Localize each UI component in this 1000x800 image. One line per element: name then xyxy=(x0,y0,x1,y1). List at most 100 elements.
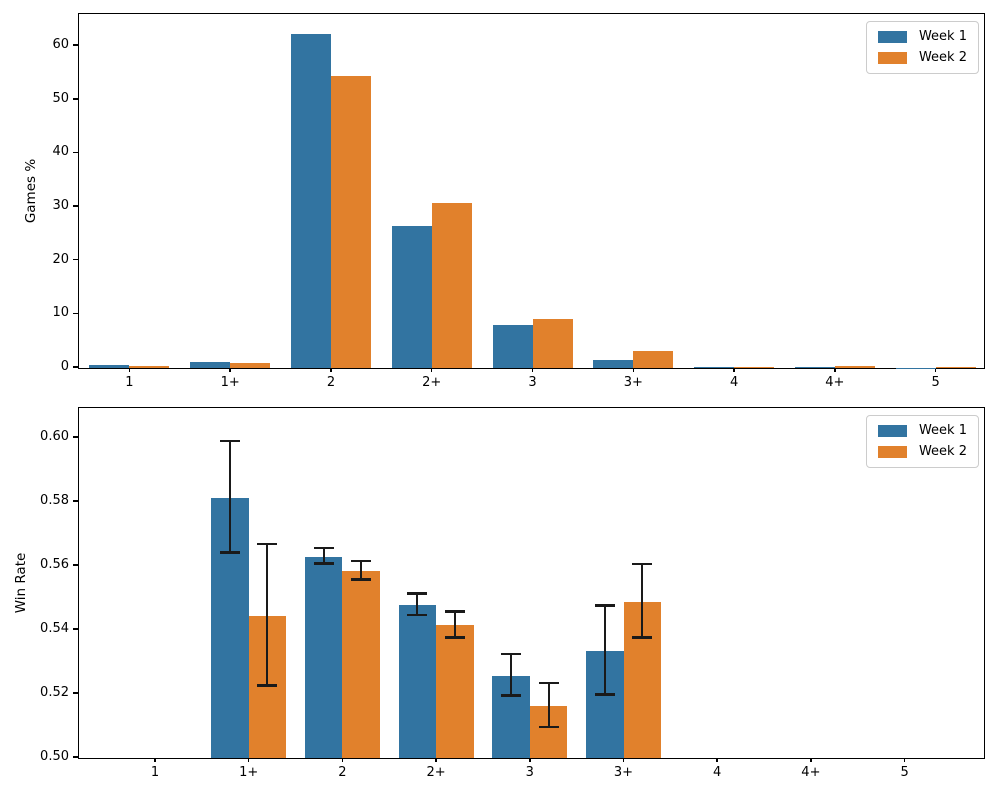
error-bar-cap xyxy=(351,559,372,563)
y-tick-label: 0 xyxy=(60,359,69,374)
bar-week1-3 xyxy=(492,325,533,368)
bar-week2-1 xyxy=(129,365,170,368)
bar-week1-1+ xyxy=(190,362,231,368)
error-bar xyxy=(360,561,363,580)
error-bar xyxy=(322,548,325,564)
x-tick xyxy=(834,368,836,372)
x-tick-label: 1 xyxy=(125,375,134,390)
error-bar-cap xyxy=(594,693,615,696)
error-bar-cap xyxy=(444,636,465,639)
y-tick xyxy=(72,151,78,154)
y-tick-label: 20 xyxy=(52,251,69,267)
legend-swatch-icon xyxy=(877,31,907,43)
bar-week2-2 xyxy=(330,75,371,368)
error-bar xyxy=(416,593,419,616)
x-tick xyxy=(531,368,534,372)
legend-label: Week 1 xyxy=(918,29,967,44)
y-tick-label: 0.56 xyxy=(40,556,69,572)
legend-label: Week 2 xyxy=(918,444,967,459)
bar-week2-5 xyxy=(935,367,976,368)
x-tick xyxy=(934,368,937,372)
y-tick-label: 10 xyxy=(52,305,69,321)
y-tick xyxy=(72,436,78,438)
x-tick xyxy=(622,758,625,762)
error-bar xyxy=(547,683,550,728)
y-tick xyxy=(72,44,78,46)
error-bar xyxy=(510,653,513,696)
bar-week2-4 xyxy=(734,367,775,368)
y-tick xyxy=(72,756,78,758)
legend-swatch-icon xyxy=(877,446,907,458)
y-tick xyxy=(72,366,78,368)
x-tick-label: 2 xyxy=(338,765,347,780)
y-tick-label: 0.54 xyxy=(40,620,69,636)
error-bar-cap xyxy=(538,725,559,729)
error-bar-cap xyxy=(594,604,615,607)
y-tick xyxy=(72,692,78,694)
x-tick-label: 1+ xyxy=(220,375,240,390)
error-bar-cap xyxy=(407,592,428,595)
legend-row: Week 2 xyxy=(877,444,967,459)
bar-week1-2 xyxy=(290,34,331,368)
x-tick-label: 1 xyxy=(150,765,160,780)
error-bar-cap xyxy=(501,652,522,656)
y-tick-label: 50 xyxy=(52,90,69,106)
legend: Week 1 Week 2 xyxy=(865,21,979,74)
error-bar-cap xyxy=(313,562,334,565)
x-tick-label: 2+ xyxy=(426,765,446,780)
error-bar xyxy=(453,611,456,638)
bar-week1-4 xyxy=(694,366,735,368)
x-tick xyxy=(154,758,156,762)
y-tick xyxy=(72,98,78,100)
x-tick xyxy=(341,758,344,762)
error-bar-cap xyxy=(257,542,278,546)
bar-week2-1+ xyxy=(230,363,271,368)
y-axis-label-win-rate: Win Rate xyxy=(13,552,29,614)
x-tick xyxy=(632,368,635,372)
x-tick-label: 2+ xyxy=(422,375,442,390)
y-tick xyxy=(72,205,78,207)
x-tick xyxy=(733,368,735,372)
x-tick xyxy=(435,758,437,762)
y-tick xyxy=(72,258,78,261)
x-tick-label: 4+ xyxy=(801,765,821,780)
games-pct-plot-area: 0 10 20 30 40 50 60 1 1+ 2 2+ 3 3+ 4 4+ 5 Week 1 Week 2 xyxy=(52,13,985,390)
bar-week2-2 xyxy=(342,571,380,758)
y-tick xyxy=(72,628,78,630)
x-tick-label: 3 xyxy=(525,765,534,780)
bar-week1-4+ xyxy=(794,366,835,368)
bar-week1-2 xyxy=(304,556,343,758)
bar-week2-3 xyxy=(532,318,573,368)
x-tick xyxy=(430,368,433,372)
x-tick xyxy=(247,758,250,762)
error-bar-cap xyxy=(501,694,522,697)
x-tick-label: 5 xyxy=(931,375,940,390)
legend-swatch-icon xyxy=(877,425,907,437)
error-bar-cap xyxy=(538,681,559,685)
bar-week2-3+ xyxy=(633,350,674,368)
bar-week1-3+ xyxy=(593,359,634,368)
error-bar-cap xyxy=(407,613,428,617)
legend-row: Week 2 xyxy=(877,51,967,65)
x-tick-label: 4 xyxy=(729,375,739,390)
error-bar-cap xyxy=(444,610,465,613)
bar-week1-2+ xyxy=(398,605,437,758)
error-bar-cap xyxy=(632,562,653,566)
x-tick-label: 3+ xyxy=(613,765,634,780)
y-axis-label-games-pct: Games % xyxy=(23,158,39,224)
error-bar-cap xyxy=(219,439,240,443)
y-tick xyxy=(72,312,78,315)
legend-row: Week 1 xyxy=(877,423,967,438)
legend-label: Week 1 xyxy=(918,423,967,438)
error-bar xyxy=(266,544,269,686)
x-tick-label: 3 xyxy=(528,375,537,390)
win-rate-plot-area: 0.50 0.52 0.54 0.56 0.58 0.60 1 1+ 2 2+ 3 3+ 4 4+ 5 Wee… xyxy=(40,407,985,780)
legend: Week 1 Week 2 xyxy=(865,415,979,468)
x-tick xyxy=(716,758,718,762)
bar-week2-4+ xyxy=(834,365,875,368)
legend-row: Week 1 xyxy=(877,29,967,44)
x-tick-label: 5 xyxy=(900,765,909,780)
error-bar-cap xyxy=(313,546,334,550)
y-tick-label: 0.50 xyxy=(40,749,69,764)
